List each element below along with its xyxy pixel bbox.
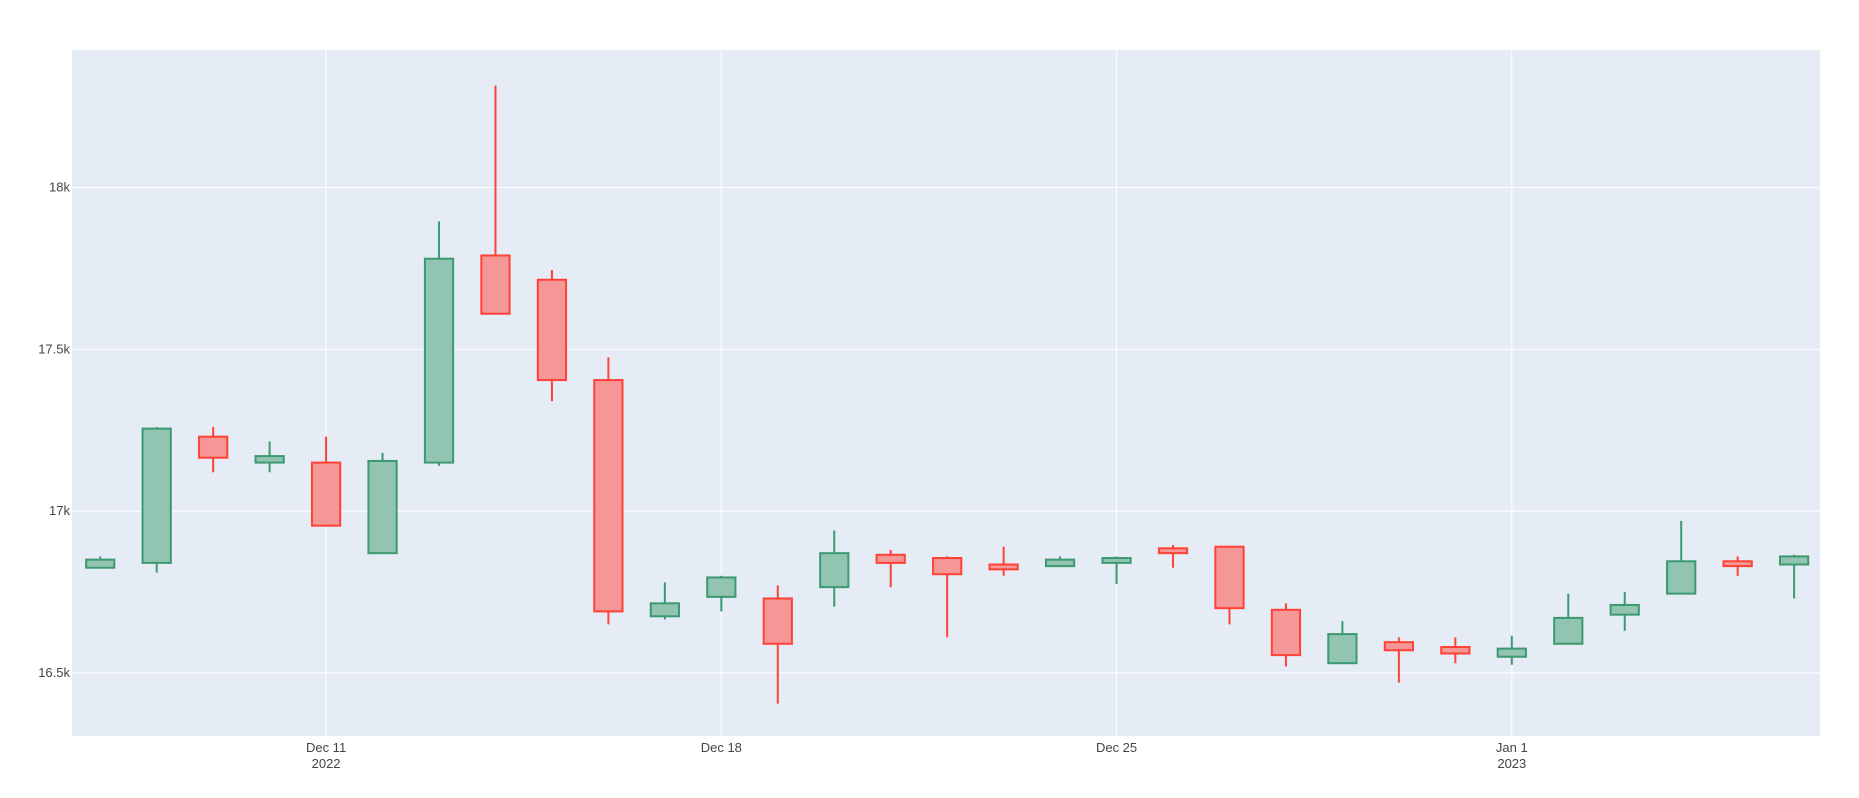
candle-body: [1553, 616, 1584, 645]
candle-body: [1440, 646, 1471, 655]
candle-2022-12-08: [141, 426, 172, 573]
candle-body: [254, 455, 285, 464]
candle-body: [593, 379, 624, 613]
candle-body: [1044, 558, 1076, 568]
candle-2022-12-11: [310, 436, 342, 527]
x-tick-year-label: 2022: [312, 756, 341, 771]
candle-2022-12-07: [85, 556, 116, 569]
candle-body: [536, 278, 568, 382]
candle-body: [1101, 557, 1132, 564]
candle-body: [932, 557, 963, 576]
candle-2022-12-09: [198, 426, 229, 473]
candle-body: [85, 558, 116, 569]
candle-body: [423, 257, 455, 464]
candle-2022-12-13: [423, 221, 455, 466]
candle-2022-12-19: [762, 585, 793, 704]
candle-body: [1609, 603, 1640, 616]
candle-body: [198, 435, 229, 459]
candle-2022-12-31: [1440, 637, 1471, 664]
y-tick-label: 18k: [49, 180, 70, 195]
y-tick-label: 17k: [49, 503, 70, 518]
candle-body: [1722, 560, 1753, 568]
candle-body: [1779, 555, 1810, 566]
candle-body: [762, 597, 793, 645]
candle-2022-12-17: [649, 582, 680, 620]
y-axis-ticks: 16.5k 17k 17.5k 18k: [38, 180, 70, 680]
candle-body: [1157, 547, 1189, 555]
candle-body: [310, 461, 342, 527]
candle-2022-12-24: [1044, 556, 1076, 568]
candle-body: [649, 602, 680, 618]
candle-2023-01-01: [1496, 635, 1527, 665]
candle-2022-12-22: [932, 556, 963, 638]
candle-2022-12-21: [875, 549, 906, 588]
candle-body: [1383, 641, 1414, 652]
candle-body: [1666, 560, 1697, 595]
candle-body: [819, 552, 850, 589]
candle-2022-12-16: [593, 357, 624, 625]
x-tick-label: Dec 11: [306, 740, 346, 755]
candle-2022-12-15: [536, 270, 568, 402]
candle-body: [988, 563, 1019, 571]
candle-2022-12-27: [1214, 545, 1245, 625]
candle-2023-01-02: [1553, 593, 1584, 645]
candle-2023-01-06: [1779, 554, 1810, 599]
candle-2022-12-20: [819, 530, 850, 607]
candle-body: [1270, 608, 1302, 657]
candle-2022-12-10: [254, 441, 285, 473]
candle-body: [141, 427, 172, 564]
candle-2023-01-05: [1722, 556, 1753, 576]
y-tick-label: 16.5k: [38, 665, 70, 680]
candle-2023-01-04: [1666, 520, 1697, 595]
x-tick-label: Dec 25: [1096, 740, 1137, 755]
candle-body: [1496, 647, 1527, 658]
candle-2022-12-12: [367, 452, 398, 555]
candle-body: [706, 576, 737, 598]
candle-body: [1327, 633, 1358, 665]
candle-body: [480, 254, 511, 315]
candle-2022-12-18: [706, 575, 737, 612]
candle-body: [875, 553, 906, 564]
candle-2022-12-30: [1383, 637, 1414, 683]
y-tick-label: 17.5k: [38, 341, 70, 356]
candle-2022-12-23: [988, 546, 1019, 576]
candle-body: [1214, 545, 1245, 610]
candles-layer: [85, 85, 1810, 704]
candle-body: [367, 459, 398, 555]
grid-lines: [72, 50, 1820, 736]
x-tick-year-label: 2023: [1497, 756, 1526, 771]
x-tick-label: Jan 1: [1496, 740, 1528, 755]
plot-background: [72, 50, 1820, 736]
candle-2023-01-03: [1609, 592, 1640, 631]
candle-2022-12-25: [1101, 556, 1132, 584]
x-tick-label: Dec 18: [701, 740, 742, 755]
candle-2022-12-29: [1327, 621, 1358, 665]
candle-2022-12-14: [480, 85, 511, 315]
candle-2022-12-26: [1157, 545, 1189, 568]
candle-2022-12-28: [1270, 603, 1302, 667]
